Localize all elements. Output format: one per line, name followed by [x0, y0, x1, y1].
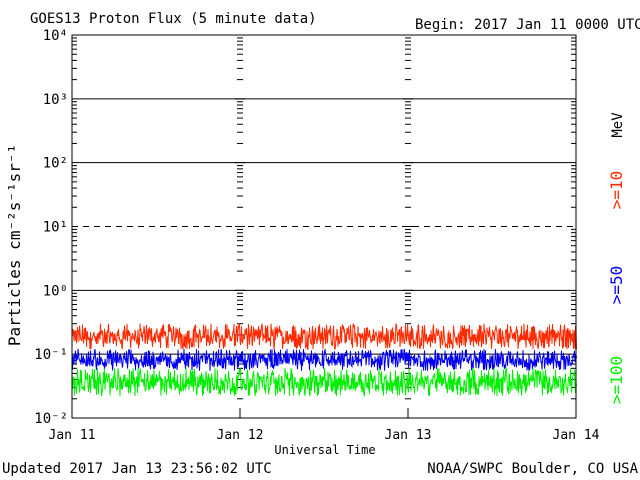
y-tick-labels: 10⁻² 10⁻¹ 10⁰ 10¹ 10² 10³ 10⁴ — [34, 28, 68, 427]
series-layer — [71, 323, 577, 397]
x-axis-label: Universal Time — [274, 443, 375, 457]
y-tick-label: 10⁰ — [43, 283, 68, 299]
y-axis-label: Particles cm⁻²s⁻¹sr⁻¹ — [5, 144, 24, 346]
x-tick-label: Jan 14 — [553, 428, 600, 443]
x-tick-label: Jan 12 — [217, 428, 264, 443]
legend: >=10 >=50 >=100 MeV — [607, 112, 626, 404]
series-line-10 — [71, 323, 577, 351]
legend-entry: >=50 — [607, 266, 626, 305]
plot-frame — [71, 34, 577, 419]
y-tick-label: 10⁻¹ — [34, 347, 68, 363]
series-line-50 — [71, 348, 577, 371]
chart-title: GOES13 Proton Flux (5 minute data) — [30, 11, 317, 27]
y-tick-label: 10⁴ — [43, 28, 68, 44]
y-tick-label: 10³ — [43, 92, 68, 108]
y-tick-label: 10² — [43, 156, 68, 172]
legend-unit: MeV — [610, 112, 626, 138]
legend-entry: >=100 — [607, 356, 626, 404]
legend-entry: >=10 — [607, 171, 626, 210]
x-tick-labels: Jan 11 Jan 12 Jan 13 Jan 14 — [49, 428, 600, 443]
x-tick-label: Jan 11 — [49, 428, 96, 443]
begin-label: Begin: 2017 Jan 11 0000 UTC — [415, 17, 640, 33]
x-tick-label: Jan 13 — [385, 428, 432, 443]
footer-credit: NOAA/SWPC Boulder, CO USA — [427, 461, 638, 477]
footer-updated: Updated 2017 Jan 13 23:56:02 UTC — [2, 461, 272, 477]
grid-layer — [72, 37, 576, 419]
series-line-100 — [71, 366, 577, 397]
y-tick-label: 10¹ — [43, 220, 68, 236]
y-tick-label: 10⁻² — [34, 411, 68, 427]
